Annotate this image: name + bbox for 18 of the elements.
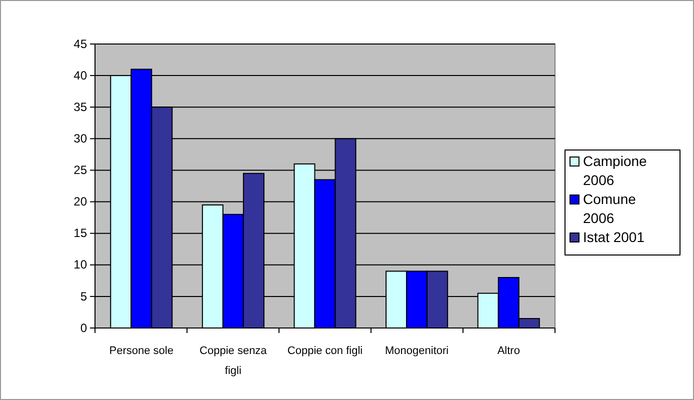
y-tick-label: 5 xyxy=(80,289,88,304)
x-tick-label: Monogenitori xyxy=(385,345,449,357)
y-tick-label: 35 xyxy=(74,100,88,114)
x-tick-label: Persone sole xyxy=(109,345,174,357)
x-tick-label: Altro xyxy=(497,345,520,357)
x-tick-label: Coppie senza figli xyxy=(200,345,268,377)
y-tick-label: 25 xyxy=(74,163,88,178)
y-tick-label: 40 xyxy=(74,68,88,82)
y-tick-label: 10 xyxy=(74,258,88,272)
y-tick-label: 0 xyxy=(80,320,88,335)
y-tick-label: 15 xyxy=(74,226,88,240)
legend-label: Istat 2001 xyxy=(583,229,645,245)
x-tick-label: Coppie con figli xyxy=(287,345,363,357)
y-tick-label: 45 xyxy=(74,36,88,51)
y-tick-label: 20 xyxy=(74,194,88,209)
legend-label: Comune 2006 xyxy=(583,191,636,226)
legend-label: Campione 2006 xyxy=(583,153,648,188)
y-tick-label: 30 xyxy=(74,132,88,146)
